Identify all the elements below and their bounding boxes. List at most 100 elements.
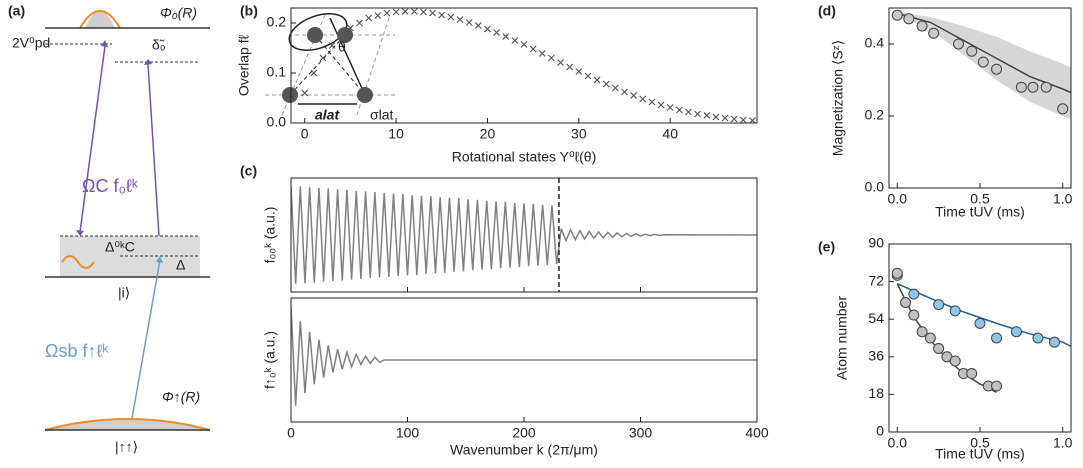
label: Ωsb f↑ℓᵏ — [45, 341, 109, 361]
x-tick-label: 10 — [388, 126, 404, 142]
point — [520, 41, 528, 48]
point — [924, 332, 936, 344]
label: |↑↑⟩ — [115, 439, 138, 455]
x-tick-label: 30 — [571, 126, 587, 142]
y-tick-label: 36 — [868, 348, 884, 364]
label: 2V⁰pd — [12, 35, 50, 51]
label: Δ⁰ᵏC — [105, 239, 135, 255]
wavefunction — [79, 10, 121, 29]
point — [356, 19, 363, 27]
y-tick-label: 0.0 — [267, 114, 287, 130]
point — [685, 108, 692, 116]
y-axis-label: Atom number — [834, 296, 850, 380]
axes-frame — [290, 7, 758, 124]
point — [429, 9, 437, 17]
bond — [329, 17, 366, 96]
point — [493, 29, 501, 36]
point — [721, 114, 729, 122]
point — [465, 19, 473, 26]
arrow — [147, 63, 161, 253]
point — [1057, 103, 1069, 115]
plot-area — [301, 8, 756, 123]
point — [977, 56, 989, 68]
y-tick-label: 90 — [868, 235, 884, 251]
arrowheads — [76, 40, 164, 256]
line — [291, 185, 757, 284]
point — [575, 68, 583, 75]
x-tick-label: 100 — [396, 425, 420, 441]
point — [739, 116, 747, 123]
point — [952, 38, 964, 50]
x-axis-label: Time tUV (ms) — [935, 204, 1025, 220]
point — [712, 113, 720, 121]
panel-label: (e) — [818, 239, 835, 255]
point — [694, 110, 702, 118]
x-tick-label: 0.5 — [970, 191, 990, 207]
point — [474, 22, 482, 29]
arrow — [79, 45, 106, 233]
atom — [337, 27, 353, 43]
point — [928, 27, 940, 39]
point — [949, 305, 961, 317]
label: Φ₀(R) — [160, 5, 197, 21]
chart: (d) 0.0 0.5 1.0 0.0 0.2 0.4 Time tUV (ms) Magnet… — [818, 3, 1073, 220]
x-tick-label: 0 — [287, 425, 295, 441]
point — [991, 63, 1003, 75]
x-tick-label: 200 — [512, 425, 536, 441]
point — [639, 95, 647, 103]
y-tick-label: 18 — [868, 385, 884, 401]
point — [447, 13, 455, 21]
point — [301, 89, 309, 97]
chart: (e) 0.0 0.5 1.0 0 18 36 54 72 90 Time tUV (ms) Atom… — [818, 235, 1073, 462]
point — [547, 54, 555, 62]
x-axis-label: Time tUV (ms) — [935, 446, 1025, 462]
bond — [314, 34, 366, 96]
atom — [282, 87, 298, 103]
point — [648, 98, 656, 106]
atom — [307, 27, 323, 43]
y-tick-label: 0.4 — [865, 35, 885, 51]
x-tick-label: 400 — [745, 425, 769, 441]
point — [703, 112, 711, 119]
x-tick-label: 20 — [480, 126, 496, 142]
label: θ — [338, 39, 346, 55]
point — [392, 8, 400, 16]
wavefunction — [44, 418, 211, 431]
point — [730, 115, 738, 123]
point — [401, 8, 409, 15]
point — [1015, 81, 1027, 93]
point — [1048, 336, 1060, 348]
chart: 0 100 200 300 400 Wavenumber k (2π/μm) f↑₀ᵏ (a… — [262, 297, 769, 458]
point — [908, 309, 920, 321]
point — [630, 92, 638, 99]
point — [319, 54, 327, 62]
point — [933, 342, 945, 354]
point — [974, 317, 986, 329]
panel-label: (c) — [240, 163, 257, 179]
point — [966, 45, 978, 57]
y-axis-label: Magnetization ⟨Sᶻ⟩ — [830, 40, 846, 156]
label: |i⟩ — [118, 285, 130, 301]
point — [1032, 332, 1044, 344]
point — [365, 14, 373, 22]
point — [1040, 81, 1052, 93]
line — [897, 12, 1071, 94]
point — [903, 13, 915, 25]
y-tick-label: 72 — [868, 272, 884, 288]
label: Δ — [176, 257, 185, 273]
point — [502, 33, 510, 40]
point — [310, 69, 318, 77]
point — [584, 72, 592, 80]
point — [484, 25, 491, 33]
arrow — [130, 259, 161, 425]
point — [991, 380, 1003, 392]
diagram-b: θ alat σlat — [265, 13, 395, 123]
y-tick-label: 0.2 — [267, 14, 287, 30]
wavefunction — [61, 255, 95, 269]
label: ΩC f₀ℓᵏ — [82, 176, 139, 196]
y-tick-label: 54 — [868, 310, 884, 326]
x-axis-label: Wavenumber k (2π/μm) — [450, 442, 598, 458]
point — [456, 16, 464, 23]
diagram-a: (a) Φ₀(R) 2V⁰pd δ̃₀ ΩC f₀ℓᵏ Δ⁰ᵏC Δ |i⟩ Ω… — [8, 3, 211, 455]
point — [383, 9, 391, 17]
